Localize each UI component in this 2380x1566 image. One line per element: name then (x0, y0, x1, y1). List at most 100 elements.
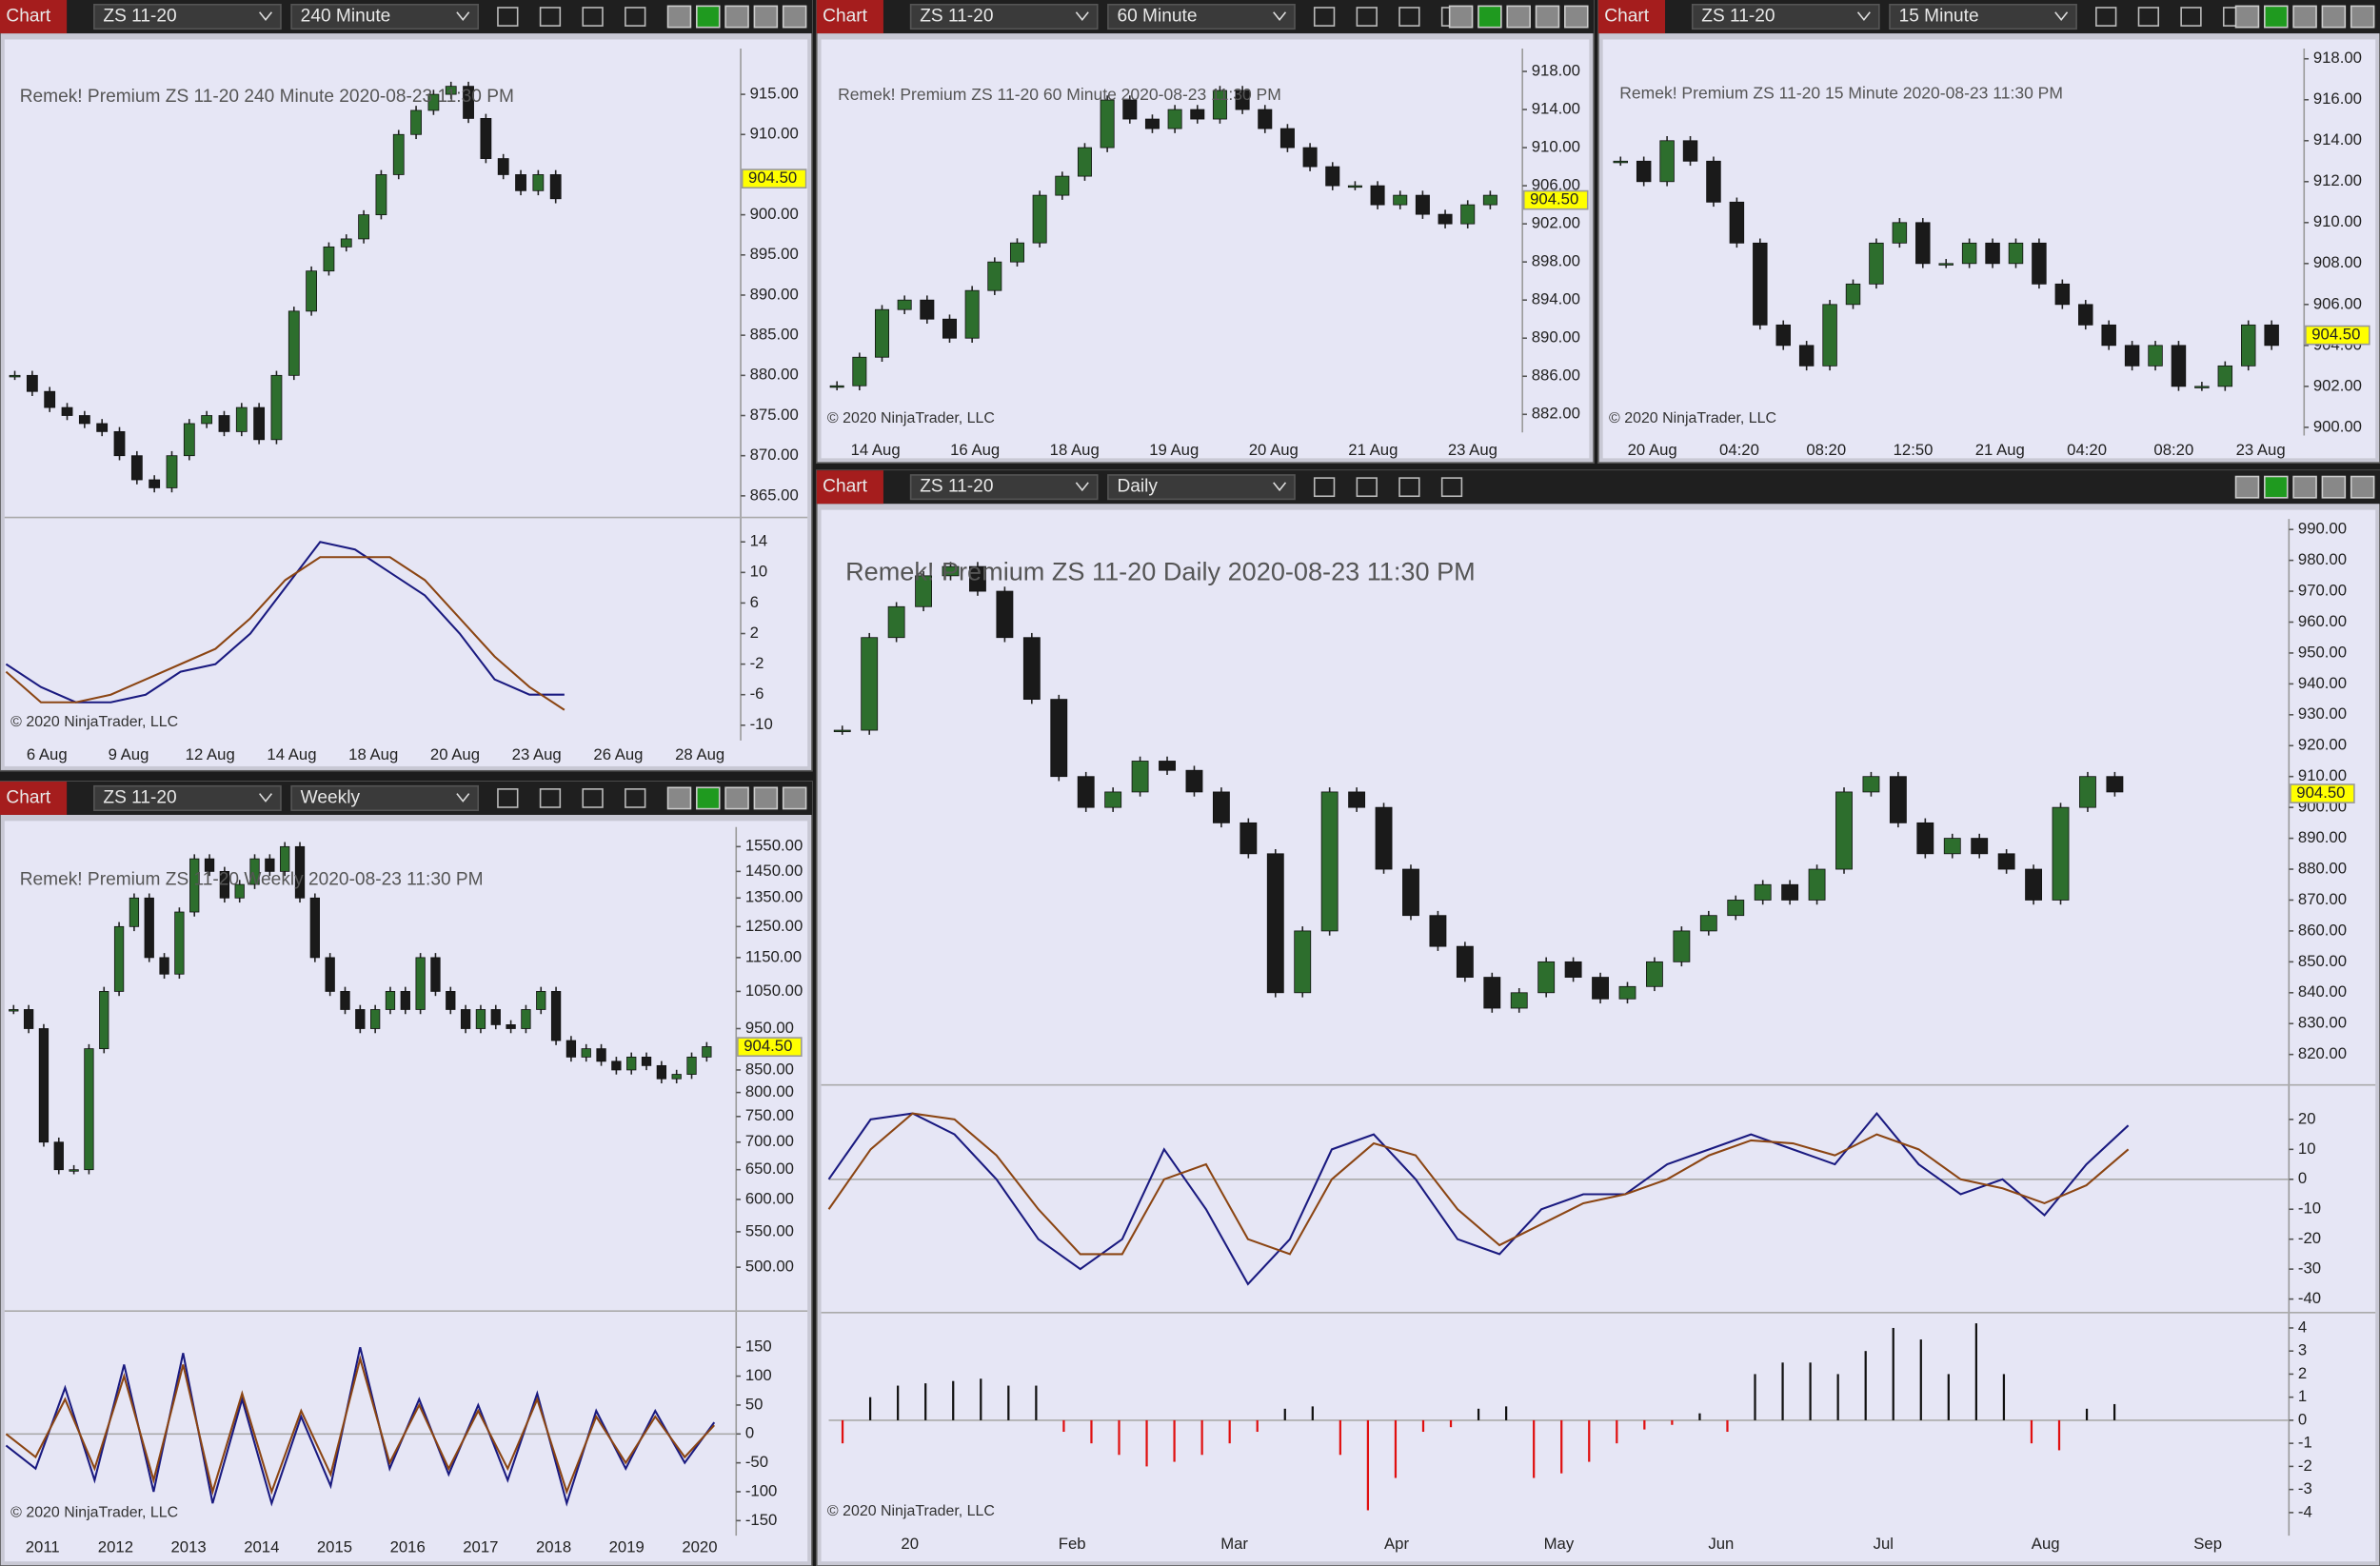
oscillator-line (5, 541, 565, 704)
window-button[interactable] (724, 786, 749, 810)
dropdown-arrow[interactable] (1273, 482, 1287, 492)
tool-icon[interactable] (625, 788, 646, 808)
dropdown-arrow[interactable] (456, 11, 470, 21)
dropdown[interactable] (909, 3, 1099, 30)
window-button[interactable] (753, 5, 779, 29)
tool-icon[interactable] (2180, 7, 2202, 27)
tool-icon[interactable] (1356, 7, 1378, 27)
dropdown[interactable] (1107, 3, 1296, 30)
y-tick-label: 1250.00 (745, 917, 803, 935)
y-tick-label: 875.00 (750, 406, 799, 424)
dropdown-arrow[interactable] (259, 793, 273, 803)
dropdown-arrow[interactable] (1075, 11, 1089, 21)
tool-icon[interactable] (1313, 7, 1336, 27)
candle (581, 1048, 591, 1058)
window-button[interactable] (1564, 5, 1589, 29)
candle (2241, 324, 2256, 367)
tool-icon[interactable] (539, 788, 562, 808)
dropdown-arrow[interactable] (456, 793, 470, 803)
window-button[interactable] (724, 5, 749, 29)
window-button[interactable] (1448, 5, 1474, 29)
window-button[interactable] (2292, 5, 2317, 29)
window-button[interactable] (2264, 475, 2289, 499)
candle (1131, 761, 1149, 793)
window-button[interactable] (2321, 5, 2347, 29)
dropdown-instrument[interactable]: ZS 11-20 (103, 7, 176, 27)
candle (1266, 853, 1284, 994)
tool-icon[interactable] (497, 7, 519, 27)
dropdown-arrow[interactable] (1075, 482, 1089, 492)
x-tick-label: 2011 (26, 1537, 60, 1556)
histogram-bar (1366, 1419, 1370, 1511)
window-button[interactable] (782, 786, 807, 810)
window-button[interactable] (1478, 5, 1502, 29)
y-tick-label: 700.00 (745, 1132, 794, 1150)
dropdown[interactable] (1691, 3, 1880, 30)
candle (532, 174, 545, 191)
dropdown-instrument[interactable]: ZS 11-20 (920, 7, 993, 27)
dropdown[interactable] (1107, 474, 1296, 501)
x-tick-label: 23 Aug (512, 745, 562, 763)
x-tick-label: 23 Aug (1448, 441, 1497, 459)
candle (1862, 776, 1880, 793)
y-tick-label: -3 (2298, 1479, 2312, 1497)
tool-icon[interactable] (582, 788, 604, 808)
window-button[interactable] (2234, 475, 2260, 499)
dropdown[interactable] (909, 474, 1099, 501)
chart-area (821, 509, 2376, 1562)
candle (897, 299, 912, 310)
window-button[interactable] (2321, 475, 2347, 499)
dropdown[interactable] (93, 3, 282, 30)
candle (1077, 147, 1092, 177)
window-button[interactable] (2264, 5, 2289, 29)
y-tick-label: 902.00 (2313, 376, 2362, 394)
window-button[interactable] (1506, 5, 1531, 29)
window-button[interactable] (2350, 475, 2375, 499)
tool-icon[interactable] (1440, 477, 1463, 498)
tool-icon[interactable] (1313, 477, 1336, 498)
histogram-bar (1809, 1362, 1812, 1420)
dropdown[interactable] (290, 784, 480, 811)
candle (430, 957, 441, 992)
dropdown-arrow[interactable] (1856, 11, 1871, 21)
tool-icon[interactable] (539, 7, 562, 27)
dropdown[interactable] (93, 784, 282, 811)
dropdown-instrument[interactable]: ZS 11-20 (920, 477, 993, 497)
window-button[interactable] (782, 5, 807, 29)
dropdown-interval[interactable]: 240 Minute (301, 7, 391, 27)
window-button[interactable] (666, 786, 692, 810)
y-tick-label: 900.00 (750, 205, 799, 223)
histogram-bar (1200, 1419, 1203, 1456)
window-button[interactable] (666, 5, 692, 29)
dropdown-interval[interactable]: 60 Minute (1117, 7, 1197, 27)
window-button[interactable] (2350, 5, 2375, 29)
tool-icon[interactable] (1398, 477, 1420, 498)
y-tick-label: 895.00 (750, 245, 799, 263)
window-button[interactable] (696, 5, 721, 29)
tool-icon[interactable] (497, 788, 519, 808)
tool-icon[interactable] (1356, 477, 1378, 498)
dropdown-instrument[interactable]: ZS 11-20 (1701, 7, 1775, 27)
dropdown-interval[interactable]: 15 Minute (1899, 7, 1979, 27)
histogram-bar (1145, 1419, 1148, 1467)
tool-icon[interactable] (2137, 7, 2160, 27)
tool-icon[interactable] (1398, 7, 1420, 27)
window-button[interactable] (2234, 5, 2260, 29)
window-button[interactable] (1535, 5, 1560, 29)
dropdown-interval[interactable]: Weekly (301, 787, 361, 807)
tool-icon[interactable] (582, 7, 604, 27)
window-button[interactable] (696, 786, 721, 810)
dropdown-arrow[interactable] (259, 11, 273, 21)
dropdown-instrument[interactable]: ZS 11-20 (103, 787, 176, 807)
dropdown-arrow[interactable] (1273, 11, 1287, 21)
y-tick-label: 910.00 (2298, 766, 2347, 784)
candle (656, 1064, 667, 1080)
dropdown[interactable] (290, 3, 480, 30)
window-button[interactable] (753, 786, 779, 810)
dropdown-arrow[interactable] (2054, 11, 2069, 21)
dropdown[interactable] (1889, 3, 2077, 30)
dropdown-interval[interactable]: Daily (1117, 477, 1158, 497)
tool-icon[interactable] (2095, 7, 2117, 27)
window-button[interactable] (2292, 475, 2317, 499)
tool-icon[interactable] (625, 7, 646, 27)
